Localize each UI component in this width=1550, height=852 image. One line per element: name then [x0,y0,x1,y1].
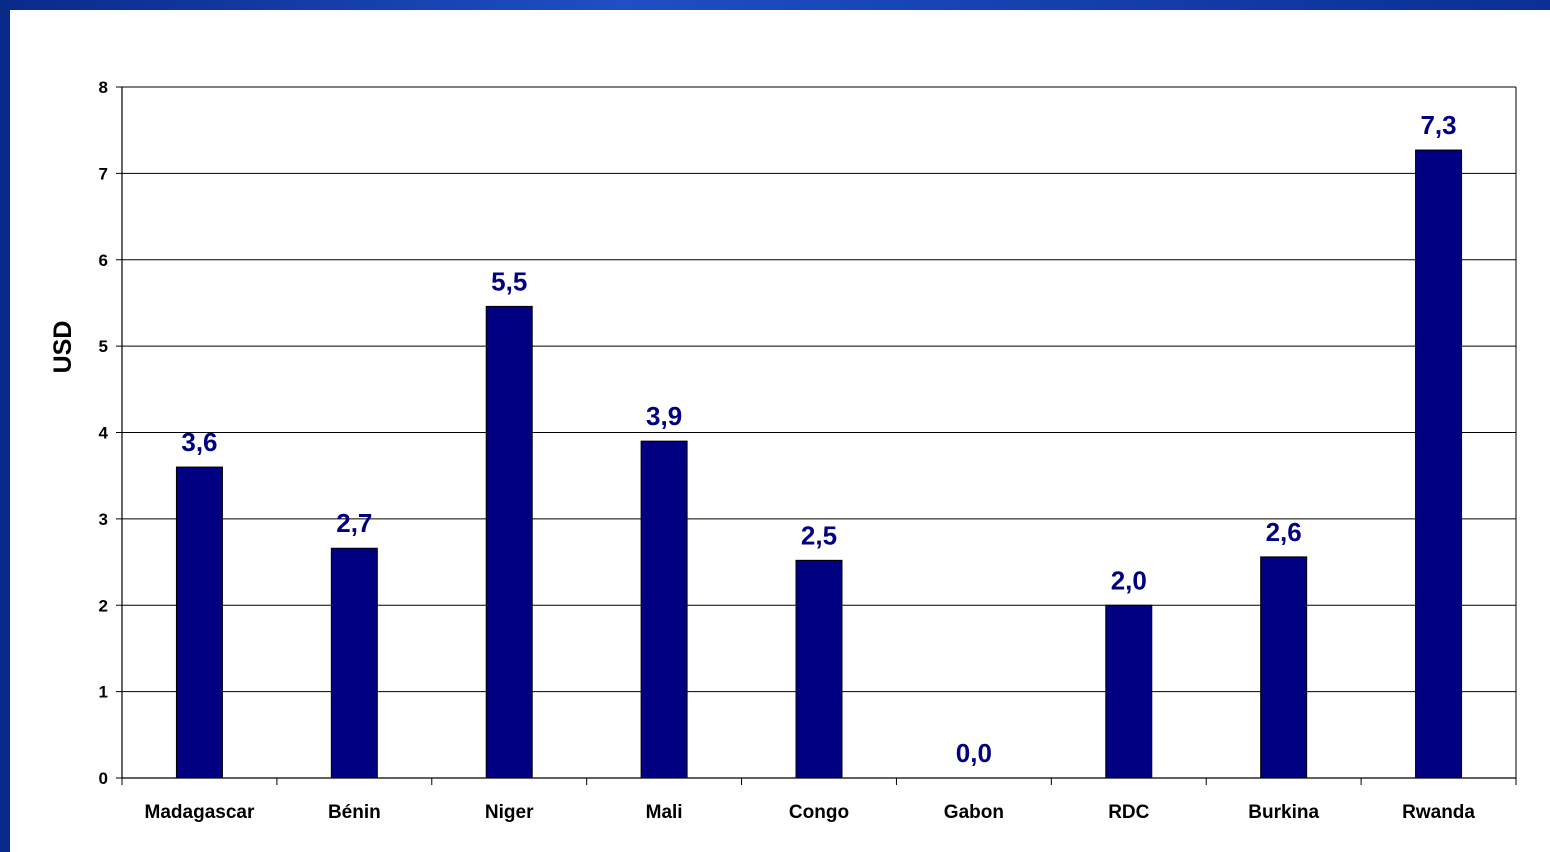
x-category-label: Burkina [1248,802,1319,823]
data-label: 0,0 [956,738,992,768]
bar [1105,604,1153,779]
bars [175,149,1463,779]
y-tick-label: 2 [99,596,108,615]
y-tick-label: 7 [99,164,108,183]
y-tick-label: 4 [99,424,109,443]
x-category-label: Rwanda [1402,802,1475,823]
y-tick-labels: 0 1 2 3 4 5 6 7 8 [99,78,109,788]
bar [795,559,843,779]
x-category-label: Congo [789,802,849,823]
data-label: 3,9 [646,401,682,431]
x-category-labels: Madagascar Bénin Niger Mali Congo Gabon RDC Bur… [145,802,1476,823]
data-label: 2,0 [1111,565,1147,595]
y-tick-label: 5 [99,337,108,356]
bar [640,440,688,779]
bar [330,547,378,779]
x-category-label: Bénin [328,802,381,823]
y-tick-label: 6 [99,251,108,270]
data-labels: 3,6 2,7 5,5 3,9 2,5 0,0 2,0 2,6 7,3 [181,110,1456,768]
y-tick-label: 8 [99,78,108,97]
bar [1415,149,1463,779]
x-category-label: Madagascar [145,802,255,823]
y-axis-label: USD [49,321,77,374]
gridlines [122,86,1516,693]
x-category-label: Gabon [944,802,1004,823]
bar [175,466,223,779]
y-tick-label: 3 [99,510,108,529]
data-label: 2,5 [801,520,837,550]
data-label: 3,6 [181,427,217,457]
data-label: 2,7 [336,508,372,538]
y-tick-label: 1 [99,683,108,702]
x-category-label: RDC [1108,802,1149,823]
bar [1260,556,1308,779]
bar [485,305,533,779]
data-label: 5,5 [491,266,527,296]
x-category-label: Niger [485,802,534,823]
x-category-label: Mali [646,802,683,823]
data-label: 7,3 [1420,110,1456,140]
data-label: 2,6 [1266,517,1302,547]
y-tick-label: 0 [99,769,108,788]
